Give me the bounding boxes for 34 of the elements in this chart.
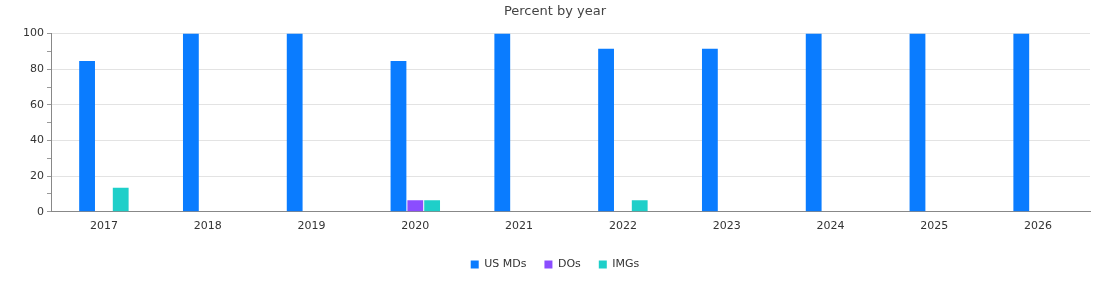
bar xyxy=(424,200,441,212)
bar xyxy=(701,48,718,212)
x-tick-label: 2023 xyxy=(712,219,741,233)
x-tick-label: 2021 xyxy=(505,219,534,233)
legend-label: IMGs xyxy=(612,257,640,271)
x-tick-label: 2019 xyxy=(297,219,326,233)
x-tick-label: 2017 xyxy=(89,219,118,233)
legend-label: DOs xyxy=(557,257,582,271)
bar xyxy=(598,48,614,212)
bar xyxy=(909,33,926,212)
bar xyxy=(631,200,648,212)
y-tick-label: 80 xyxy=(30,62,44,76)
bar xyxy=(494,33,511,212)
chart-title: Percent by year xyxy=(503,3,607,19)
bar xyxy=(1013,33,1030,212)
x-tick-label: 2024 xyxy=(816,219,845,233)
bar xyxy=(112,187,129,212)
x-tick-label: 2025 xyxy=(920,219,949,233)
y-tick-label: 20 xyxy=(30,169,44,183)
bar xyxy=(805,33,822,212)
bar xyxy=(79,61,95,212)
legend-label: US MDs xyxy=(484,257,527,271)
x-tick-label: 2022 xyxy=(608,219,637,233)
x-tick-label: 2018 xyxy=(193,219,222,233)
x-tick-label: 2020 xyxy=(401,219,430,233)
bar xyxy=(407,200,424,212)
bar xyxy=(286,33,303,212)
bar xyxy=(390,61,407,212)
y-tick-label: 100 xyxy=(23,26,44,40)
y-tick-label: 60 xyxy=(30,97,44,111)
y-tick-label: 0 xyxy=(37,204,44,218)
x-tick-label: 2026 xyxy=(1024,219,1053,233)
bar xyxy=(182,33,199,212)
y-tick-label: 40 xyxy=(30,133,44,147)
